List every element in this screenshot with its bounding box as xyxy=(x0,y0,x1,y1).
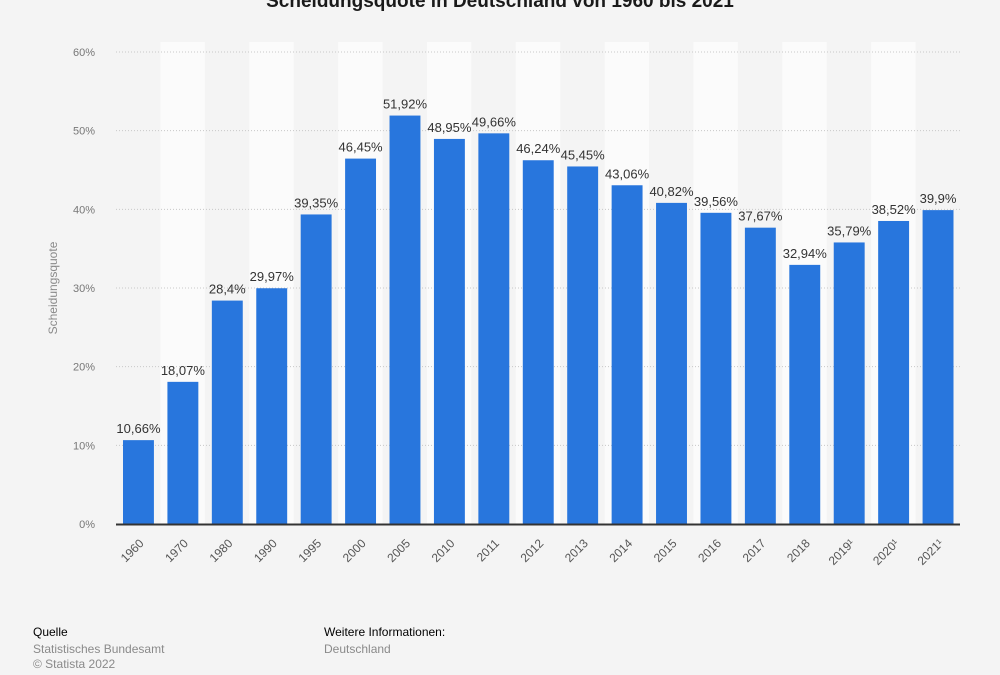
data-label: 46,24% xyxy=(516,141,561,156)
data-label: 46,45% xyxy=(339,140,384,155)
x-tick-label: 1960 xyxy=(118,536,147,565)
x-tick-label: 1995 xyxy=(295,536,324,565)
data-label: 45,45% xyxy=(561,147,606,162)
x-tick-label: 1990 xyxy=(251,536,280,565)
y-tick-label: 40% xyxy=(73,204,95,216)
bar[interactable] xyxy=(478,133,510,524)
bar[interactable] xyxy=(567,166,599,524)
data-label: 48,95% xyxy=(427,120,472,135)
copyright-text: © Statista 2022 xyxy=(33,657,116,671)
x-tick-label: 2014 xyxy=(606,536,635,565)
y-tick-label: 20% xyxy=(73,362,95,374)
bar[interactable] xyxy=(300,214,332,525)
data-label: 40,82% xyxy=(649,184,694,199)
data-label: 49,66% xyxy=(472,114,517,129)
bar[interactable] xyxy=(345,158,377,525)
x-tick-label: 2012 xyxy=(518,536,547,565)
bar[interactable] xyxy=(256,288,288,524)
x-tick-label: 2021¹ xyxy=(915,536,947,568)
bar[interactable] xyxy=(211,300,243,524)
info-heading: Weitere Informationen: xyxy=(324,625,446,639)
info-block: Weitere Informationen: Deutschland xyxy=(324,625,445,657)
data-label: 37,67% xyxy=(738,209,783,224)
y-tick-label: 60% xyxy=(73,47,95,59)
data-label: 18,07% xyxy=(161,363,206,378)
bar[interactable] xyxy=(389,115,421,524)
data-label: 10,66% xyxy=(116,421,161,436)
x-tick-label: 2018 xyxy=(784,536,813,565)
x-tick-label: 1970 xyxy=(162,536,191,565)
bar[interactable] xyxy=(123,440,154,524)
x-tick-label: 2015 xyxy=(651,536,680,565)
source-heading: Quelle xyxy=(33,625,68,639)
data-label: 39,9% xyxy=(920,191,957,206)
bar[interactable] xyxy=(744,227,776,525)
bar[interactable] xyxy=(700,212,732,524)
bar[interactable] xyxy=(833,242,865,524)
data-label: 39,35% xyxy=(294,195,339,210)
bar[interactable] xyxy=(167,381,199,524)
x-tick-label: 2000 xyxy=(340,536,369,565)
y-tick-label: 30% xyxy=(73,283,95,295)
data-label: 29,97% xyxy=(250,269,295,284)
info-text: Deutschland xyxy=(324,642,391,656)
data-label: 51,92% xyxy=(383,97,428,112)
bar-chart: 0% 10% 20% 30% 40% 50% 60% Scheidungsquote 10,66… xyxy=(46,47,960,568)
bar[interactable] xyxy=(433,138,465,524)
y-tick-label: 0% xyxy=(79,519,95,531)
x-tick-label: 2005 xyxy=(384,536,413,565)
data-label: 28,4% xyxy=(209,282,246,297)
bar[interactable] xyxy=(656,202,687,524)
data-label: 43,06% xyxy=(605,166,650,181)
x-tick-label: 2017 xyxy=(740,536,769,565)
x-tick-label: 1980 xyxy=(207,536,236,565)
x-tick-label: 2013 xyxy=(562,536,591,565)
chart-title: Scheidungsquote in Deutschland von 1960 … xyxy=(266,0,734,12)
bar[interactable] xyxy=(878,220,910,524)
source-block: Quelle Statistisches Bundesamt © Statist… xyxy=(33,625,164,672)
x-tick-label: 2016 xyxy=(695,536,724,565)
x-tick-label: 2010 xyxy=(429,536,458,565)
bar[interactable] xyxy=(522,160,554,524)
bar[interactable] xyxy=(611,185,643,524)
bar[interactable] xyxy=(789,264,821,524)
bar[interactable] xyxy=(922,210,954,524)
data-label: 32,94% xyxy=(783,246,828,261)
data-label: 35,79% xyxy=(827,223,872,238)
source-text[interactable]: Statistisches Bundesamt xyxy=(33,642,165,656)
data-label: 38,52% xyxy=(872,202,917,217)
data-label: 39,56% xyxy=(694,194,739,209)
x-tick-label: 2020¹ xyxy=(870,536,902,568)
x-tick-label: 2019¹ xyxy=(826,536,858,568)
y-tick-label: 50% xyxy=(73,126,95,138)
y-tick-label: 10% xyxy=(73,440,95,452)
x-tick-label: 2011 xyxy=(474,536,502,564)
y-axis-label: Scheidungsquote xyxy=(46,241,60,334)
